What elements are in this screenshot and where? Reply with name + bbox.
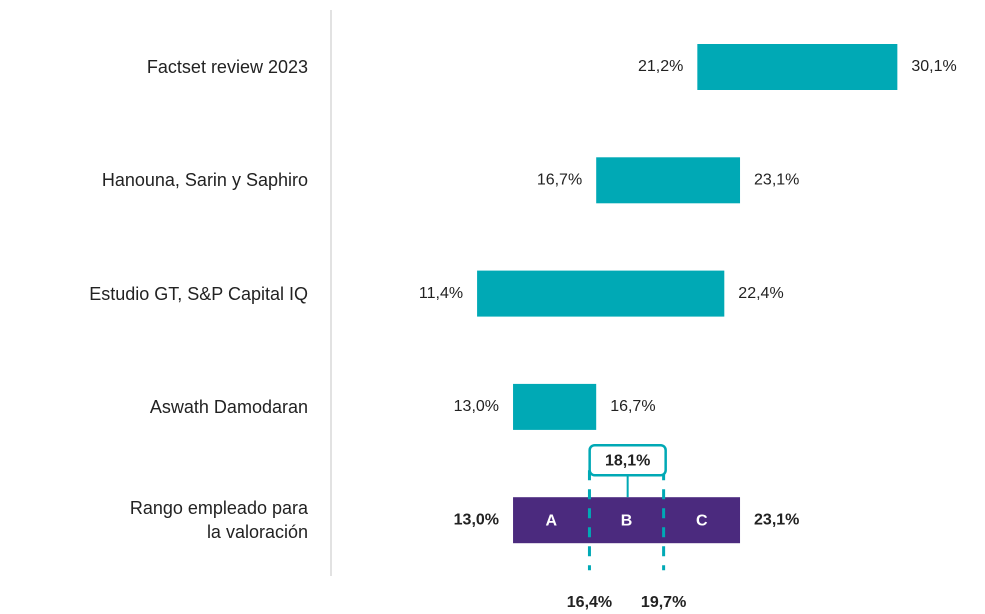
bar [477,270,725,317]
start-label: 13,0% [454,398,499,415]
bar [596,157,741,204]
end-label: 22,4% [738,285,783,302]
segment-label: B [621,512,633,529]
category-label: Estudio GT, S&P Capital IQ [89,283,308,304]
start-label: 13,0% [454,511,499,528]
end-label: 16,7% [610,398,655,415]
end-label: 30,1% [911,58,956,75]
bar [697,44,898,90]
cut-label: 16,4% [567,594,612,611]
segment-label: A [545,512,557,529]
marker-label: 18,1% [605,452,650,469]
start-label: 21,2% [638,58,683,75]
segment-label: C [696,512,708,529]
category-label: Rango empleado para la valoración [129,498,308,543]
category-label: Hanouna, Sarin y Saphiro [101,170,308,191]
marker-box [588,443,667,477]
category-label: Factset review 2023 [146,57,308,77]
end-label: 23,1% [754,511,799,528]
bar [513,383,597,430]
bar [513,497,741,544]
cut-label: 19,7% [641,594,686,611]
start-label: 11,4% [419,285,463,302]
start-label: 16,7% [537,172,582,189]
category-label: Aswath Damodaran [149,396,308,417]
end-label: 23,1% [754,172,799,189]
